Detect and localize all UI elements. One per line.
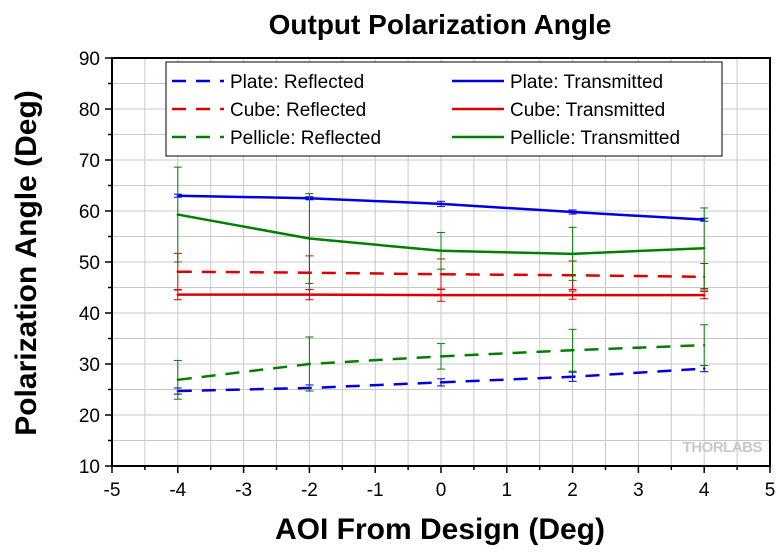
x-tick-label: -4 — [169, 480, 186, 501]
x-tick-label: -3 — [235, 480, 252, 501]
x-tick-label: 4 — [699, 480, 710, 501]
y-tick-label: 10 — [79, 457, 100, 478]
legend-label: Plate: Reflected — [230, 72, 364, 93]
y-tick-label: 30 — [79, 355, 100, 376]
legend-label: Plate: Transmitted — [510, 72, 663, 93]
y-tick-label: 20 — [79, 406, 100, 427]
legend-label: Cube: Transmitted — [510, 100, 665, 121]
x-axis-label: AOI From Design (Deg) — [275, 513, 605, 546]
legend-label: Cube: Reflected — [230, 100, 366, 121]
x-tick-label: -5 — [104, 480, 121, 501]
x-tick-label: -2 — [301, 480, 318, 501]
series-line — [177, 367, 705, 393]
legend-box — [165, 61, 723, 157]
legend: Plate: Reflected Plate: Transmitted Cube: … — [165, 61, 723, 157]
legend-label: Pellicle: Transmitted — [510, 128, 680, 149]
x-tick-label: 1 — [502, 480, 513, 501]
x-tick-label: 3 — [633, 480, 644, 501]
y-tick-label: 60 — [79, 202, 100, 223]
thorlabs-watermark: THORLABS — [683, 439, 763, 456]
y-tick-label: 80 — [79, 100, 100, 121]
legend-label: Pellicle: Reflected — [230, 128, 381, 149]
x-tick-label: -1 — [367, 480, 384, 501]
y-tick-label: 40 — [79, 304, 100, 325]
y-tick-label: 90 — [79, 49, 100, 70]
x-tick-label: 2 — [567, 480, 578, 501]
error-bars-group — [173, 166, 709, 400]
series-line — [177, 270, 705, 279]
y-tick-label: 50 — [79, 253, 100, 274]
x-tick-label: 0 — [436, 480, 447, 501]
y-axis-label: Polarization Angle (Deg) — [10, 90, 43, 436]
ticks-group: -5 -4 -3 -2 -1 0 1 2 3 4 5 10 20 30 40 50 60 70 80 90 — [79, 49, 775, 501]
x-tick-label: 5 — [765, 480, 776, 501]
chart-title: Output Polarization Angle — [269, 9, 612, 40]
y-tick-label: 70 — [79, 151, 100, 172]
